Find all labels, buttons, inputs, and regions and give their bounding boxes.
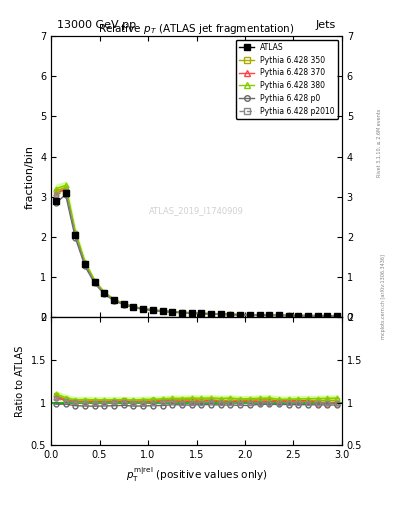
Title: Relative $p_T$ (ATLAS jet fragmentation): Relative $p_T$ (ATLAS jet fragmentation) xyxy=(98,22,295,36)
Text: Rivet 3.1.10, ≥ 2.6M events: Rivet 3.1.10, ≥ 2.6M events xyxy=(377,109,382,178)
Text: mcplots.cern.ch [arXiv:1306.3436]: mcplots.cern.ch [arXiv:1306.3436] xyxy=(381,254,386,339)
Legend: ATLAS, Pythia 6.428 350, Pythia 6.428 370, Pythia 6.428 380, Pythia 6.428 p0, Py: ATLAS, Pythia 6.428 350, Pythia 6.428 37… xyxy=(236,39,338,119)
Y-axis label: fraction/bin: fraction/bin xyxy=(24,144,35,209)
Text: ATLAS_2019_I1740909: ATLAS_2019_I1740909 xyxy=(149,206,244,215)
Text: Jets: Jets xyxy=(316,20,336,30)
Y-axis label: Ratio to ATLAS: Ratio to ATLAS xyxy=(15,346,25,417)
Text: 13000 GeV pp: 13000 GeV pp xyxy=(57,20,136,30)
X-axis label: $p_\mathrm{T}^\mathrm{m|rel}$ (positive values only): $p_\mathrm{T}^\mathrm{m|rel}$ (positive … xyxy=(126,466,267,484)
